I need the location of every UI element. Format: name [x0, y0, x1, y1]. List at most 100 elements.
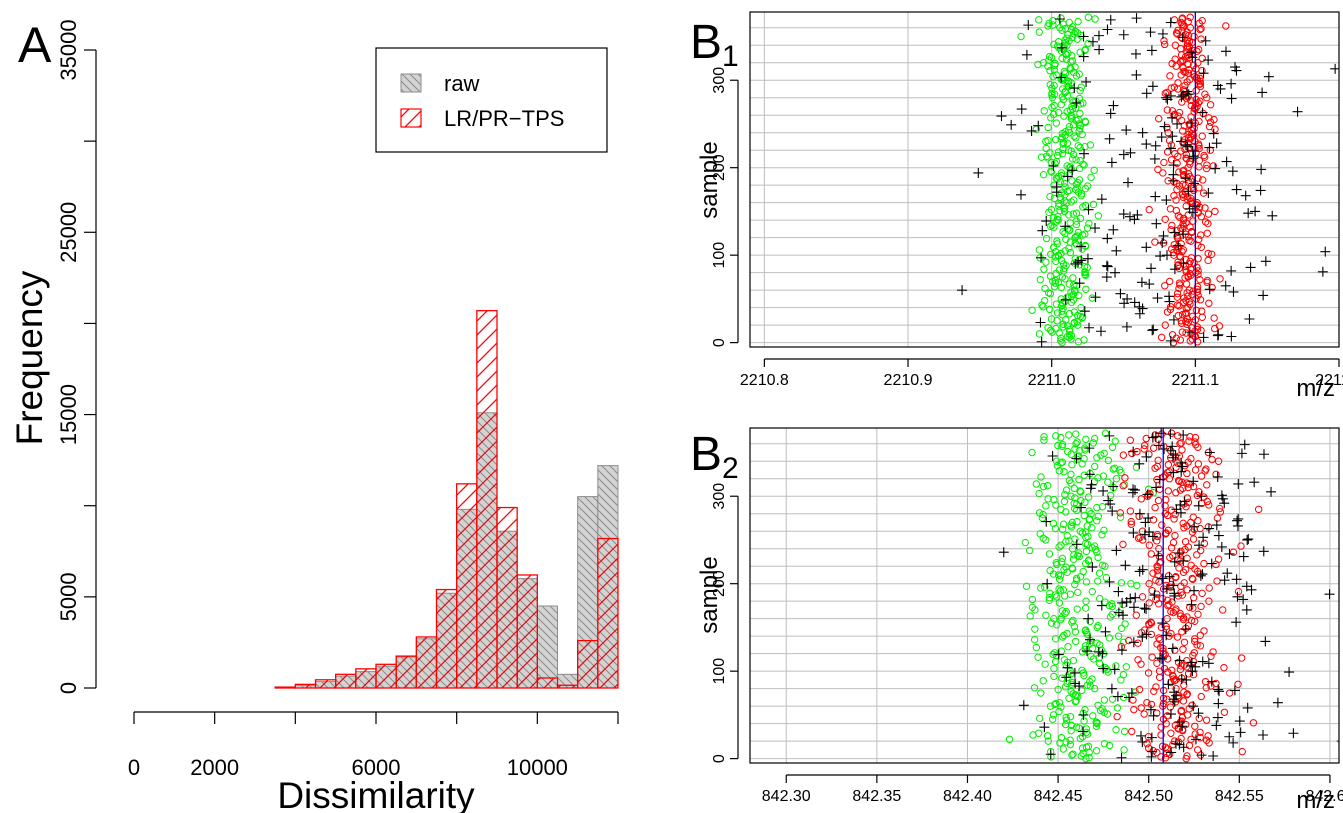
- data-point: [1147, 746, 1158, 757]
- data-point: [1194, 460, 1203, 468]
- data-point: [1037, 689, 1045, 697]
- data-point: [1171, 531, 1179, 540]
- data-point: [1100, 449, 1108, 458]
- data-point: [1193, 288, 1202, 296]
- data-point: [1196, 275, 1204, 284]
- data-point: [1183, 586, 1191, 594]
- data-point: [1063, 531, 1071, 540]
- data-point: [1242, 702, 1253, 713]
- data-point: [1039, 510, 1047, 519]
- data-point: [1177, 439, 1185, 447]
- bar-tps: [355, 668, 377, 689]
- data-point: [1171, 510, 1179, 519]
- data-point: [1106, 157, 1117, 168]
- data-point: [1178, 555, 1189, 566]
- data-point: [1147, 619, 1156, 627]
- data-point: [1068, 155, 1077, 163]
- data-point: [1054, 685, 1062, 694]
- data-point: [1139, 529, 1150, 540]
- data-point: [1046, 66, 1054, 75]
- data-point: [1196, 546, 1205, 555]
- data-point: [1051, 700, 1059, 709]
- data-point: [1134, 534, 1143, 542]
- data-point: [1215, 322, 1224, 330]
- data-point: [1233, 513, 1244, 524]
- data-point: [1093, 454, 1101, 462]
- data-point: [1051, 276, 1060, 285]
- data-point: [1196, 82, 1205, 91]
- y-tick-label: 100: [711, 658, 728, 685]
- data-point: [1189, 217, 1197, 225]
- data-point: [1193, 282, 1202, 291]
- data-point: [1080, 671, 1088, 680]
- data-point: [1098, 561, 1107, 570]
- data-point: [1183, 39, 1192, 48]
- data-point: [1203, 188, 1214, 199]
- data-point: [1206, 146, 1215, 154]
- data-point: [1057, 433, 1065, 442]
- data-point: [1072, 240, 1081, 249]
- x-tick-label: 842.50: [1124, 788, 1173, 805]
- data-point: [1169, 227, 1180, 238]
- bar-tps: [577, 639, 599, 689]
- data-point: [1069, 750, 1077, 758]
- data-point: [1320, 246, 1331, 257]
- data-point: [1119, 482, 1127, 490]
- data-point: [1046, 589, 1054, 598]
- data-point: [1190, 649, 1198, 657]
- data-point: [1186, 257, 1194, 265]
- data-point: [1141, 139, 1152, 150]
- data-point: [1096, 194, 1107, 205]
- data-point: [1088, 587, 1097, 596]
- data-point: [1181, 565, 1190, 574]
- data-point: [1036, 252, 1047, 263]
- panel-label-a: A: [18, 17, 52, 73]
- data-point: [1203, 658, 1214, 669]
- data-point: [1167, 544, 1176, 552]
- data-point: [1069, 616, 1077, 625]
- data-point: [1045, 550, 1054, 558]
- data-point: [1192, 295, 1200, 303]
- data-point: [1224, 548, 1235, 559]
- data-point: [1098, 485, 1109, 496]
- data-point: [1189, 178, 1200, 189]
- data-point: [1061, 672, 1072, 683]
- data-point: [1063, 162, 1071, 170]
- data-point: [1191, 635, 1199, 643]
- data-point: [1094, 44, 1105, 55]
- data-point: [1317, 266, 1328, 277]
- data-point: [1061, 720, 1070, 729]
- data-point: [1068, 177, 1076, 185]
- data-point: [996, 111, 1007, 122]
- data-point: [1057, 558, 1066, 566]
- data-point: [1153, 440, 1164, 451]
- data-point: [1178, 14, 1187, 22]
- data-point: [1134, 301, 1145, 312]
- data-point: [1057, 169, 1066, 177]
- data-point: [1044, 123, 1052, 132]
- histogram-bars: [274, 310, 619, 689]
- data-point: [1036, 530, 1044, 538]
- data-point: [1093, 503, 1101, 512]
- data-point: [1064, 126, 1073, 134]
- data-point: [1172, 463, 1180, 472]
- data-point: [1208, 751, 1219, 762]
- data-point: [1048, 103, 1056, 112]
- data-point: [1049, 21, 1057, 29]
- data-point: [1241, 581, 1252, 592]
- data-point: [1073, 605, 1081, 613]
- data-point: [1069, 210, 1077, 218]
- bar-tps: [375, 663, 397, 689]
- data-point: [1176, 45, 1185, 53]
- data-point: [1173, 633, 1182, 641]
- data-point: [1167, 156, 1176, 164]
- data-point: [1103, 495, 1114, 506]
- data-point: [1119, 638, 1128, 646]
- data-point: [1070, 499, 1078, 507]
- data-point: [1197, 569, 1208, 580]
- data-point: [1109, 465, 1117, 473]
- data-point: [1109, 664, 1120, 675]
- data-point: [1064, 642, 1072, 651]
- data-point: [1213, 684, 1224, 695]
